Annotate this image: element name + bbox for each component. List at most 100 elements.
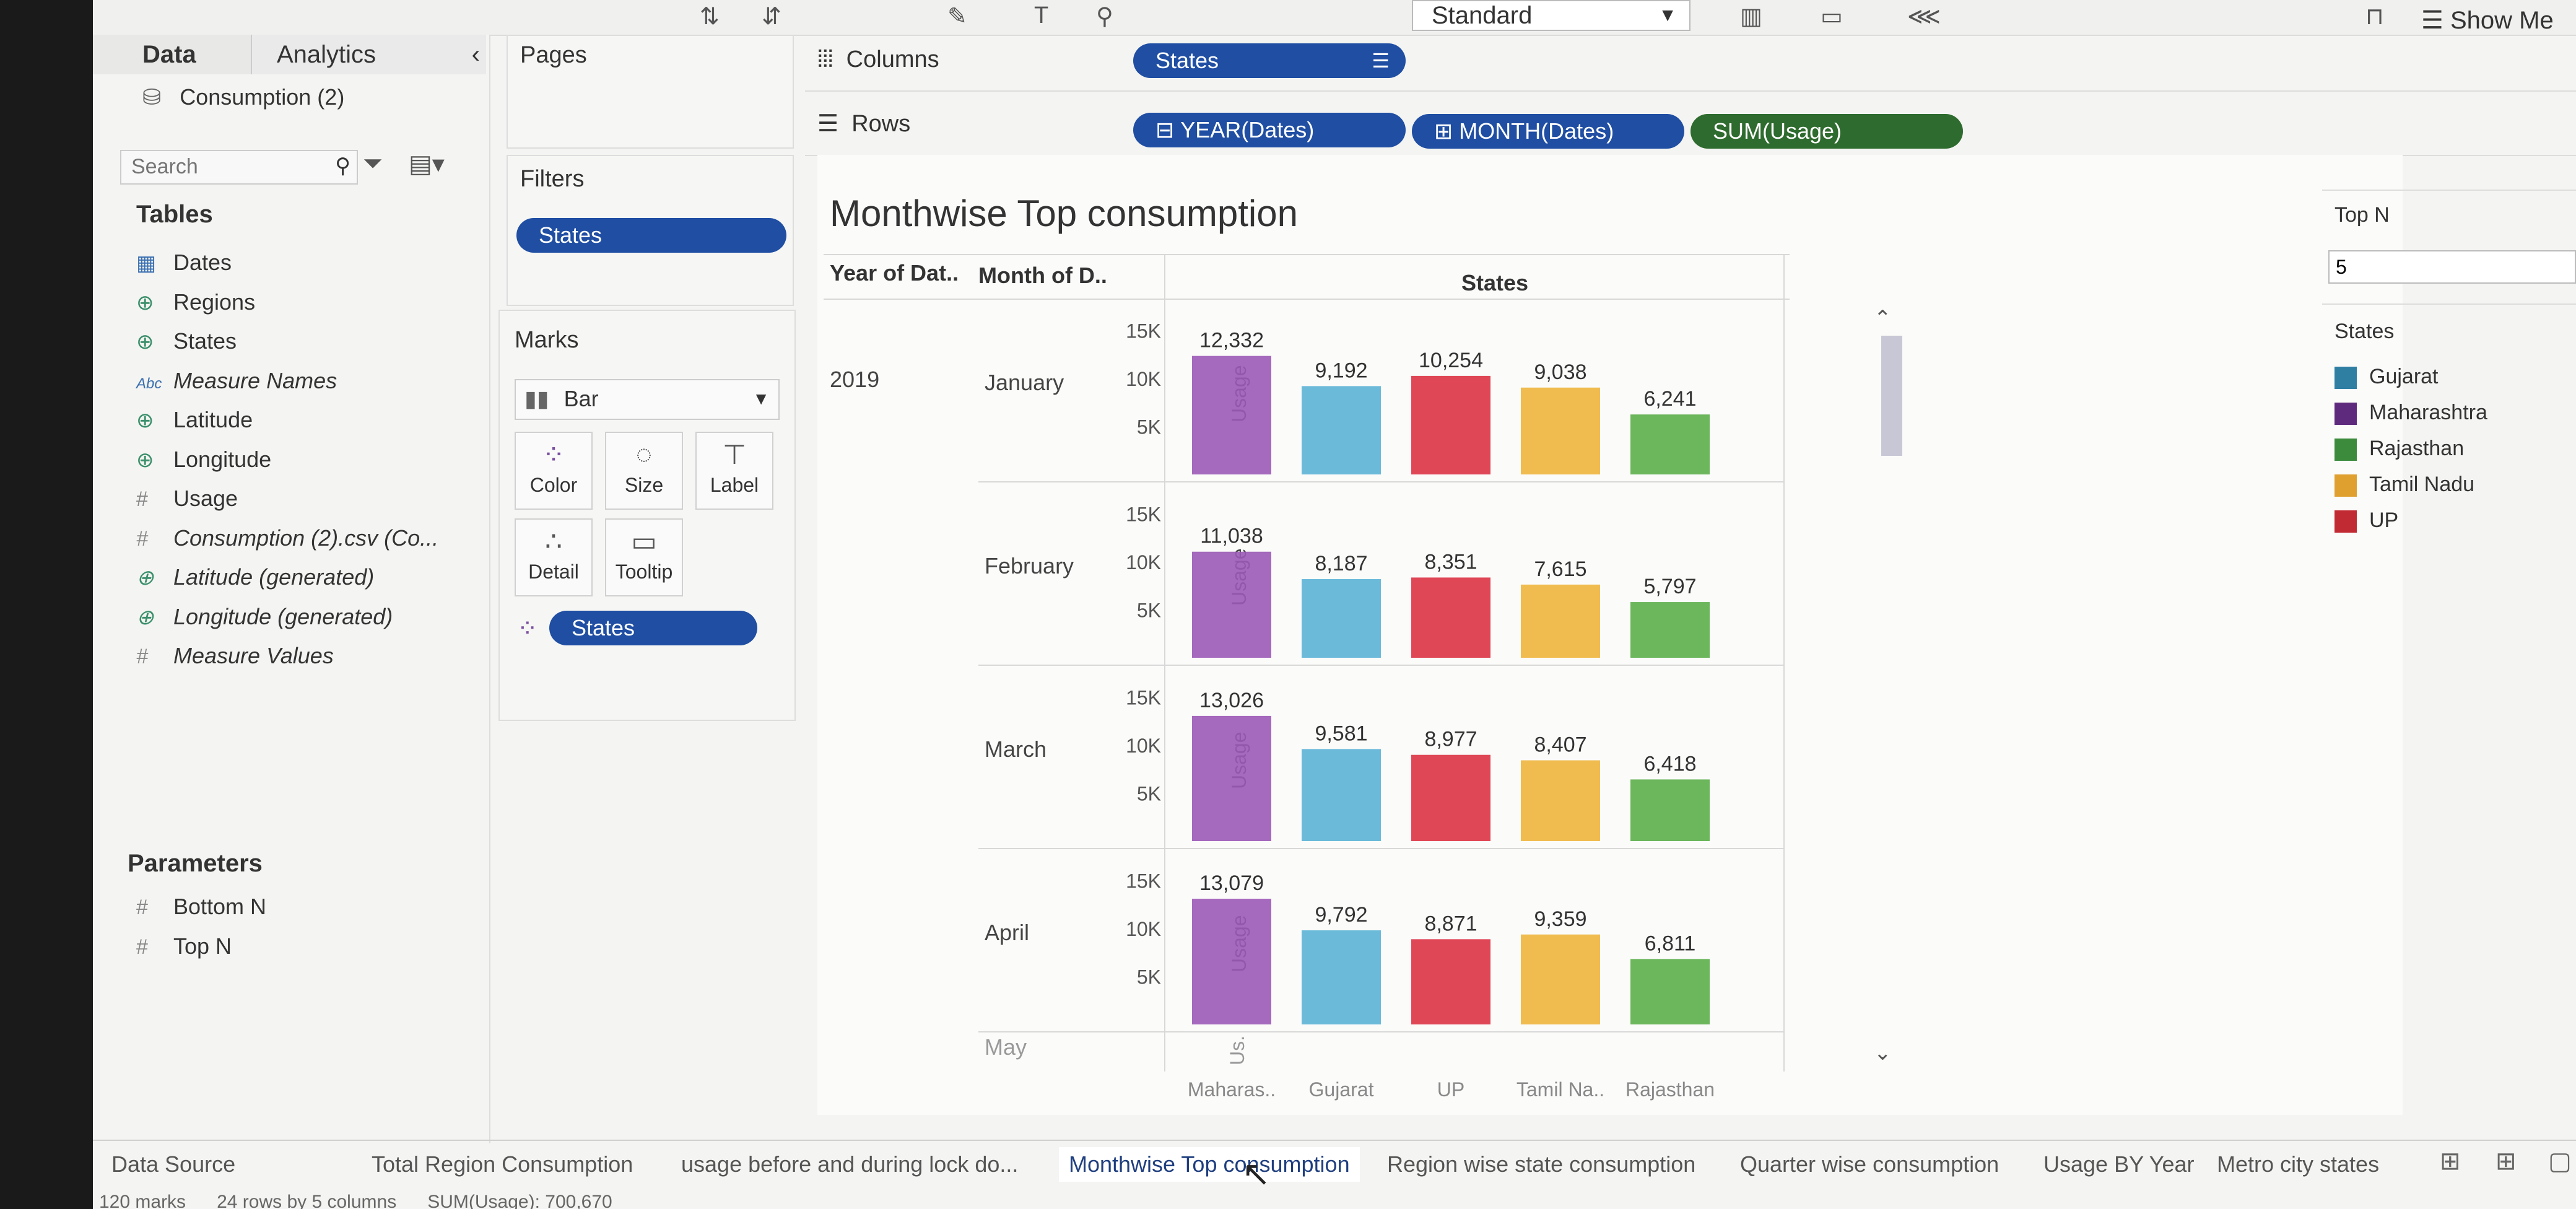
bar[interactable] — [1192, 356, 1271, 474]
bar[interactable] — [1630, 779, 1710, 841]
month-label[interactable]: January — [985, 370, 1064, 395]
collapse-icon[interactable]: ‹ — [471, 41, 480, 68]
parameter-bottom-n[interactable]: # Bottom N — [136, 889, 266, 924]
bar[interactable] — [1411, 939, 1490, 1024]
scroll-down-icon[interactable]: ⌄ — [1874, 1041, 1892, 1065]
bar[interactable] — [1521, 387, 1600, 474]
x-axis-label[interactable]: Maharas.. — [1188, 1078, 1276, 1101]
share-icon[interactable]: ⋘ — [1907, 4, 1941, 30]
sheet-tab[interactable]: Quarter wise consumption — [1740, 1151, 1999, 1177]
viz-canvas[interactable]: Monthwise Top consumption Year of Dat.. … — [817, 155, 2403, 1115]
legend-item[interactable]: Maharashtra — [2334, 395, 2487, 430]
field-item[interactable]: ⊕ Longitude — [136, 442, 271, 477]
bar[interactable] — [1411, 577, 1490, 658]
highlight-icon[interactable]: ✎ — [947, 4, 967, 30]
bar[interactable] — [1411, 754, 1490, 841]
bar-chart[interactable]: JanuaryUsage5K10K15K12,3329,19210,2549,0… — [817, 155, 2403, 1115]
bar[interactable] — [1521, 934, 1600, 1024]
field-item[interactable]: Abc Measure Names — [136, 364, 337, 398]
field-item[interactable]: ⊕ Longitude (generated) — [136, 600, 393, 634]
scrollbar-thumb[interactable] — [1881, 336, 1902, 456]
bar[interactable] — [1630, 602, 1710, 658]
tooltip-button[interactable]: ▭ Tooltip — [605, 518, 683, 596]
x-axis-label[interactable]: Tamil Na.. — [1516, 1078, 1604, 1101]
states-header[interactable]: States — [1461, 270, 1529, 295]
top-n-input[interactable] — [2328, 250, 2576, 284]
filter-icon[interactable]: ⏷ — [363, 150, 383, 177]
bar[interactable] — [1411, 375, 1490, 474]
new-worksheet-icon[interactable]: ⊞ — [2440, 1148, 2461, 1175]
rows-pill-month[interactable]: ⊞ MONTH(Dates) — [1412, 114, 1684, 149]
field-item[interactable]: # Usage — [136, 481, 238, 516]
search-field[interactable]: ⚲ — [120, 150, 358, 185]
x-axis-label[interactable]: Gujarat — [1309, 1078, 1374, 1101]
field-item[interactable]: ⊕ Latitude — [136, 403, 253, 437]
sheet-tab[interactable]: Region wise state consumption — [1387, 1151, 1696, 1177]
bar[interactable] — [1302, 386, 1381, 474]
field-item[interactable]: # Measure Values — [136, 639, 334, 673]
datasource-item[interactable]: ⛁ Consumption (2) — [142, 84, 344, 110]
bar[interactable] — [1630, 959, 1710, 1024]
rows-shelf[interactable]: ☰ Rows ⊟ YEAR(Dates) ⊞ MONTH(Dates) SUM(… — [805, 99, 2576, 156]
scroll-up-icon[interactable]: ⌃ — [1874, 307, 1892, 330]
detail-button[interactable]: ∴ Detail — [515, 518, 593, 596]
new-story-icon[interactable]: ▢ — [2548, 1148, 2572, 1175]
columns-shelf[interactable]: ⦙⦙⦙ Columns States ☰ — [805, 35, 2576, 92]
year-header[interactable]: Year of Dat.. — [830, 260, 959, 286]
filter-pill-states[interactable]: States — [516, 218, 786, 253]
sort-descending-icon[interactable]: ⇵ — [762, 4, 781, 30]
bar[interactable] — [1192, 551, 1271, 658]
field-item[interactable]: ⊕ Regions — [136, 285, 255, 320]
search-input[interactable] — [121, 151, 318, 182]
pin-card-icon[interactable]: ⊓ — [2365, 4, 2384, 30]
pin-icon[interactable]: ⚲ — [1096, 4, 1113, 30]
rows-pill-year[interactable]: ⊟ YEAR(Dates) — [1133, 113, 1406, 147]
sheet-tab[interactable]: Monthwise Top consumption — [1059, 1147, 1360, 1182]
month-label[interactable]: April — [985, 920, 1029, 945]
columns-pill-states[interactable]: States ☰ — [1133, 43, 1406, 78]
show-me-button[interactable]: ☰ Show Me — [2421, 6, 2554, 35]
bar[interactable] — [1630, 414, 1710, 474]
chart-icon[interactable]: ▥ — [1740, 4, 1762, 30]
marks-pill-states[interactable]: States — [549, 611, 757, 645]
size-button[interactable]: ◌ Size — [605, 432, 683, 510]
legend-item[interactable]: Tamil Nadu — [2334, 467, 2474, 502]
tab-analytics[interactable]: Analytics ‹ — [251, 35, 486, 74]
month-header[interactable]: Month of D.. — [978, 263, 1107, 288]
legend-item[interactable]: UP — [2334, 503, 2398, 538]
month-label[interactable]: March — [985, 736, 1046, 762]
label-toggle-icon[interactable]: T — [1034, 2, 1049, 28]
label-button[interactable]: ⊤ Label — [695, 432, 773, 510]
field-item[interactable]: # Consumption (2).csv (Co... — [136, 521, 438, 556]
x-axis-label[interactable]: Rajasthan — [1625, 1078, 1715, 1101]
bar[interactable] — [1192, 899, 1271, 1024]
bar[interactable] — [1302, 930, 1381, 1024]
bar[interactable] — [1302, 578, 1381, 658]
sort-ascending-icon[interactable]: ⇅ — [700, 4, 720, 30]
pages-card[interactable]: Pages — [507, 35, 794, 149]
sheet-tab[interactable]: Metro city states — [2217, 1151, 2380, 1177]
x-axis-label[interactable]: UP — [1437, 1078, 1464, 1101]
bar[interactable] — [1192, 715, 1271, 841]
sheet-tab[interactable]: Usage BY Year — [2043, 1151, 2195, 1177]
mark-type-dropdown[interactable]: ▮▮ Bar ▼ — [515, 379, 780, 420]
parameter-top-n[interactable]: # Top N — [136, 929, 232, 964]
month-label-may[interactable]: May — [985, 1034, 1027, 1060]
sheet-tab[interactable]: usage before and during lock do... — [681, 1151, 1019, 1177]
legend-item[interactable]: Rajasthan — [2334, 431, 2464, 466]
bar[interactable] — [1302, 749, 1381, 841]
field-item[interactable]: ▦ Dates — [136, 245, 232, 280]
year-label[interactable]: 2019 — [830, 367, 880, 392]
view-size-dropdown[interactable]: Standard ▼ — [1412, 0, 1690, 31]
color-button[interactable]: ⁘ Color — [515, 432, 593, 510]
sheet-tab[interactable]: Total Region Consumption — [372, 1151, 633, 1177]
tab-data-source[interactable]: Data Source — [111, 1151, 236, 1177]
bar[interactable] — [1521, 584, 1600, 658]
field-item[interactable]: ⊕ Latitude (generated) — [136, 560, 374, 595]
view-list-icon[interactable]: ▤▾ — [409, 151, 445, 178]
new-dashboard-icon[interactable]: ⊞ — [2496, 1148, 2517, 1175]
rows-pill-usage[interactable]: SUM(Usage) — [1690, 114, 1963, 149]
presentation-icon[interactable]: ▭ — [1821, 4, 1843, 30]
month-label[interactable]: February — [985, 553, 1074, 578]
legend-item[interactable]: Gujarat — [2334, 359, 2439, 394]
